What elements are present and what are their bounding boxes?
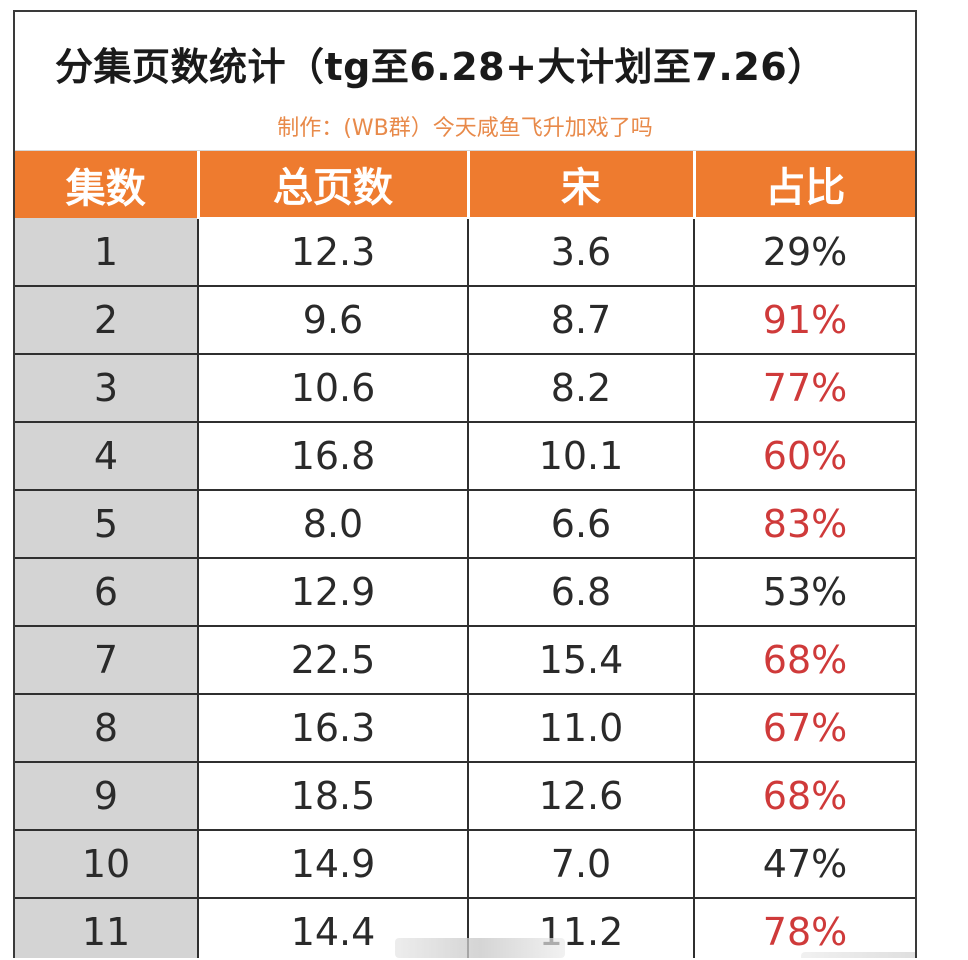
cell-ratio: 83% xyxy=(693,489,915,558)
cell-episode: 11 xyxy=(15,897,198,958)
cell-ratio: 29% xyxy=(693,217,915,286)
header-ratio: 占比 xyxy=(692,151,915,218)
cell-episode: 3 xyxy=(15,353,198,422)
page-title: 分集页数统计（tg至6.28+大计划至7.26） xyxy=(55,45,826,89)
cell-ratio: 60% xyxy=(693,421,915,490)
title-block: 分集页数统计（tg至6.28+大计划至7.26） 制作：(WB群）今天咸鱼飞升加… xyxy=(15,12,915,151)
table-row: 4 16.8 10.1 60% xyxy=(15,421,915,490)
cell-total-pages: 12.3 xyxy=(197,217,468,286)
cell-song: 8.2 xyxy=(467,353,694,422)
cell-song: 7.0 xyxy=(467,829,694,898)
table-row: 9 18.5 12.6 68% xyxy=(15,761,915,830)
cell-total-pages: 16.3 xyxy=(197,693,468,762)
cell-total-pages: 22.5 xyxy=(197,625,468,694)
header-song: 宋 xyxy=(466,151,694,218)
cell-song: 8.7 xyxy=(467,285,694,354)
credit-subtitle: 制作：(WB群）今天咸鱼飞升加戏了吗 xyxy=(277,116,653,141)
table-row: 7 22.5 15.4 68% xyxy=(15,625,915,694)
table-row: 6 12.9 6.8 53% xyxy=(15,557,915,626)
cell-episode: 1 xyxy=(15,218,198,286)
table-row: 5 8.0 6.6 83% xyxy=(15,489,915,558)
cell-episode: 8 xyxy=(15,693,198,762)
cell-total-pages: 16.8 xyxy=(197,421,468,490)
table-row: 10 14.9 7.0 47% xyxy=(15,829,915,898)
cell-song: 11.0 xyxy=(467,693,694,762)
episode-page-table: 集数 总页数 宋 占比 1 12.3 3.6 29% 2 9.6 8.7 91% 3 10.6 8.… xyxy=(15,151,915,958)
cell-episode: 10 xyxy=(15,829,198,898)
cell-ratio: 47% xyxy=(693,829,915,898)
cell-ratio: 78% xyxy=(693,897,915,958)
cell-total-pages: 12.9 xyxy=(197,557,468,626)
cell-song: 10.1 xyxy=(467,421,694,490)
cell-ratio: 67% xyxy=(693,693,915,762)
cell-episode: 7 xyxy=(15,625,198,694)
cell-song: 15.4 xyxy=(467,625,694,694)
cell-song: 6.8 xyxy=(467,557,694,626)
header-total-pages: 总页数 xyxy=(196,151,468,218)
cell-total-pages: 18.5 xyxy=(197,761,468,830)
table-row: 8 16.3 11.0 67% xyxy=(15,693,915,762)
watermark-blur-corner xyxy=(801,952,915,958)
watermark-blur xyxy=(395,938,565,958)
table-row: 2 9.6 8.7 91% xyxy=(15,285,915,354)
cell-ratio: 68% xyxy=(693,761,915,830)
table-row: 1 12.3 3.6 29% xyxy=(15,217,915,286)
cell-song: 6.6 xyxy=(467,489,694,558)
stats-sheet: 分集页数统计（tg至6.28+大计划至7.26） 制作：(WB群）今天咸鱼飞升加… xyxy=(13,10,917,958)
cell-episode: 9 xyxy=(15,761,198,830)
cell-episode: 5 xyxy=(15,489,198,558)
cell-episode: 4 xyxy=(15,421,198,490)
table-body: 1 12.3 3.6 29% 2 9.6 8.7 91% 3 10.6 8.2 77% 4 16.8 10.… xyxy=(15,217,915,958)
cell-ratio: 91% xyxy=(693,285,915,354)
header-episode: 集数 xyxy=(15,151,198,218)
cell-ratio: 68% xyxy=(693,625,915,694)
cell-ratio: 53% xyxy=(693,557,915,626)
cell-song: 12.6 xyxy=(467,761,694,830)
cell-ratio: 77% xyxy=(693,353,915,422)
cell-total-pages: 9.6 xyxy=(197,285,468,354)
cell-total-pages: 10.6 xyxy=(197,353,468,422)
cell-total-pages: 8.0 xyxy=(197,489,468,558)
table-row: 3 10.6 8.2 77% xyxy=(15,353,915,422)
cell-episode: 2 xyxy=(15,285,198,354)
cell-total-pages: 14.9 xyxy=(197,829,468,898)
table-header-row: 集数 总页数 宋 占比 xyxy=(15,151,915,218)
cell-song: 3.6 xyxy=(467,217,694,286)
cell-episode: 6 xyxy=(15,557,198,626)
